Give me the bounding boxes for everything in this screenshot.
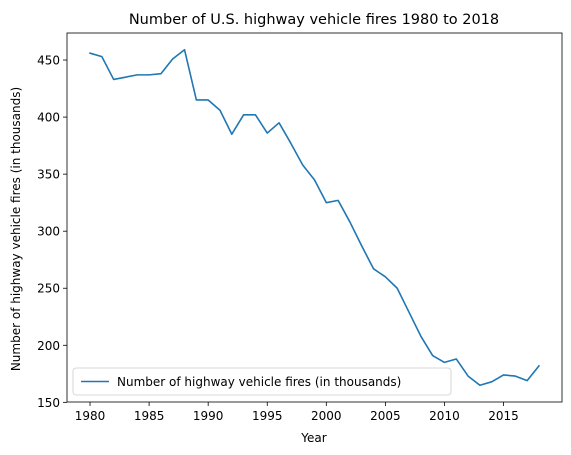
- legend-label: Number of highway vehicle fires (in thou…: [117, 375, 401, 389]
- y-axis-label: Number of highway vehicle fires (in thou…: [9, 87, 23, 371]
- y-tick-label: 450: [37, 54, 60, 68]
- x-tick-label: 2000: [311, 409, 342, 423]
- x-tick-label: 1995: [252, 409, 283, 423]
- y-tick-label: 300: [37, 225, 60, 239]
- y-tick-label: 150: [37, 396, 60, 410]
- chart-title: Number of U.S. highway vehicle fires 198…: [129, 12, 499, 28]
- legend-box: [72, 367, 452, 396]
- x-tick-label: 1980: [75, 409, 106, 423]
- y-tick-label: 200: [37, 339, 60, 353]
- x-tick-label: 2015: [488, 409, 519, 423]
- x-tick-label: 2005: [370, 409, 401, 423]
- x-axis-label: Year: [300, 431, 326, 445]
- axes-frame: [66, 32, 563, 403]
- plot-area: 1980 1985 1990 1995 2000 2005 2010 2015 150 200 25…: [37, 32, 563, 423]
- legend: Number of highway vehicle fires (in thou…: [72, 367, 452, 396]
- series-line-0: [89, 48, 541, 387]
- x-tick-label: 1990: [193, 409, 224, 423]
- y-tick-label: 400: [37, 111, 60, 125]
- y-tick-label: 350: [37, 168, 60, 182]
- y-tick-label: 250: [37, 282, 60, 296]
- x-tick-label: 1985: [134, 409, 165, 423]
- x-tick-label: 2010: [429, 409, 460, 423]
